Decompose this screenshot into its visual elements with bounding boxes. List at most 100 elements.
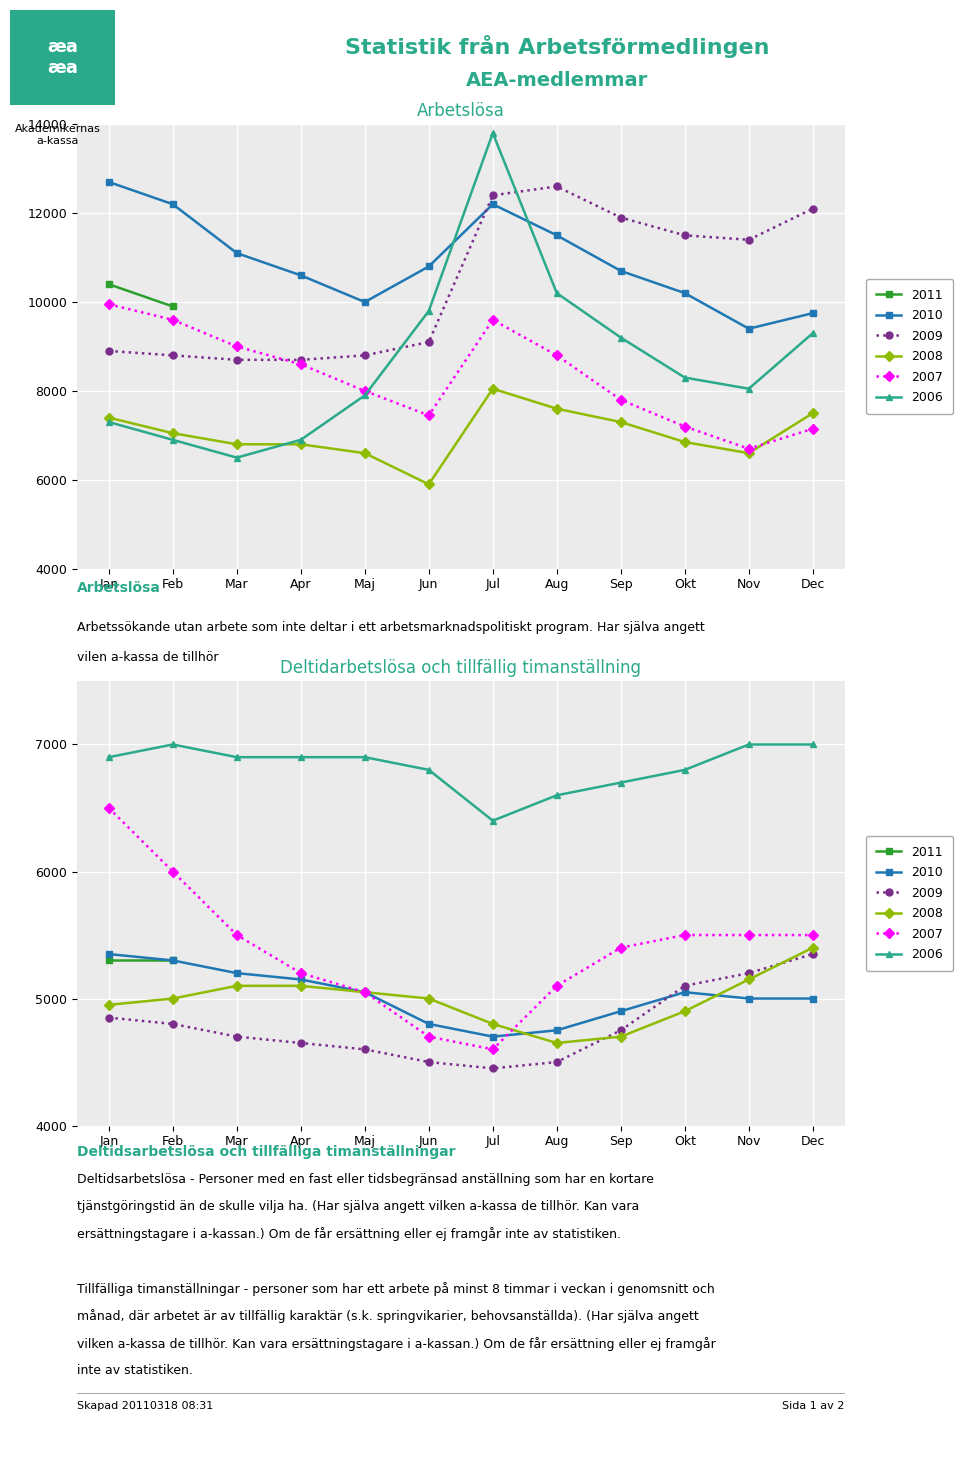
2008 [615, 413, 627, 431]
2009 [743, 964, 755, 982]
2009 [295, 351, 306, 368]
2008 [679, 434, 690, 451]
2010 [359, 294, 371, 311]
Legend: 2011, 2010, 2009, 2008, 2007, 2006: 2011, 2010, 2009, 2008, 2007, 2006 [867, 279, 953, 415]
2010 [295, 266, 306, 283]
2006 [551, 285, 563, 302]
2006 [423, 302, 435, 320]
2006 [231, 449, 243, 466]
2008 [743, 970, 755, 988]
2007 [743, 926, 755, 944]
2009 [423, 1053, 435, 1071]
2007 [743, 440, 755, 457]
Text: inte av statistiken.: inte av statistiken. [77, 1365, 193, 1378]
2007 [231, 337, 243, 355]
2010 [423, 257, 435, 275]
Text: Sida 1 av 2: Sida 1 av 2 [782, 1401, 845, 1411]
2010 [167, 951, 179, 969]
Line: 2010: 2010 [106, 951, 816, 1040]
2010 [231, 964, 243, 982]
2007 [807, 419, 819, 437]
2009 [359, 1040, 371, 1058]
Text: månad, där arbetet är av tillfällig karaktär (s.k. springvikarier, behovsanställ: månad, där arbetet är av tillfällig kara… [77, 1309, 699, 1324]
2011 [103, 951, 114, 969]
2010 [487, 196, 498, 213]
2006 [359, 748, 371, 766]
2006 [487, 124, 498, 142]
2009 [231, 351, 243, 368]
2009 [807, 945, 819, 963]
Line: 2011: 2011 [106, 281, 177, 310]
2006 [551, 786, 563, 804]
Text: AEA-medlemmar: AEA-medlemmar [466, 70, 648, 91]
Line: 2009: 2009 [106, 951, 816, 1072]
2007 [679, 926, 690, 944]
2007 [295, 355, 306, 373]
Text: Statistik från Arbetsförmedlingen: Statistik från Arbetsförmedlingen [345, 35, 769, 58]
2007 [551, 346, 563, 364]
2009 [487, 187, 498, 205]
2010 [743, 320, 755, 337]
Text: tjänstgöringstid än de skulle vilja ha. (Har själva angett vilken a-kassa de til: tjänstgöringstid än de skulle vilja ha. … [77, 1199, 639, 1213]
2007 [359, 983, 371, 1001]
2006 [103, 413, 114, 431]
2009 [551, 178, 563, 196]
2008 [359, 444, 371, 462]
2010 [807, 304, 819, 321]
2010 [423, 1015, 435, 1033]
Text: ersättningstagare i a-kassan.) Om de får ersättning eller ej framgår inte av sta: ersättningstagare i a-kassan.) Om de får… [77, 1227, 621, 1242]
2009 [231, 1029, 243, 1046]
Text: vilen a-kassa de tillhör: vilen a-kassa de tillhör [77, 652, 218, 665]
Text: æа
æa: æа æa [47, 38, 78, 77]
Line: 2009: 2009 [106, 183, 816, 364]
2006 [231, 748, 243, 766]
2011 [103, 276, 114, 294]
2009 [615, 1021, 627, 1039]
2006 [679, 761, 690, 779]
Text: Deltidsarbetslösa och tillfälliga timanställningar: Deltidsarbetslösa och tillfälliga timans… [77, 1145, 455, 1159]
2009 [743, 231, 755, 248]
2007 [103, 295, 114, 313]
2006 [679, 368, 690, 386]
2010 [295, 970, 306, 988]
2009 [103, 1008, 114, 1026]
Title: Deltidarbetslösa och tillfällig timanställning: Deltidarbetslösa och tillfällig timanstä… [280, 659, 641, 676]
Line: 2007: 2007 [106, 301, 816, 453]
Line: 2006: 2006 [106, 741, 816, 824]
2008 [295, 435, 306, 453]
2008 [487, 1015, 498, 1033]
2006 [807, 324, 819, 342]
2008 [551, 1034, 563, 1052]
2007 [423, 1029, 435, 1046]
2009 [551, 1053, 563, 1071]
2008 [103, 409, 114, 427]
2007 [295, 964, 306, 982]
2007 [359, 383, 371, 400]
2009 [167, 346, 179, 364]
2007 [487, 1040, 498, 1058]
2008 [807, 939, 819, 957]
2011 [167, 298, 179, 316]
2006 [743, 736, 755, 754]
2009 [679, 977, 690, 995]
2008 [167, 424, 179, 441]
2006 [743, 380, 755, 397]
Text: vilken a-kassa de tillhör. Kan vara ersättningstagare i a-kassan.) Om de får ers: vilken a-kassa de tillhör. Kan vara ersä… [77, 1337, 715, 1351]
2008 [231, 435, 243, 453]
2007 [615, 392, 627, 409]
2008 [167, 989, 179, 1007]
2006 [295, 748, 306, 766]
2010 [103, 174, 114, 191]
2009 [359, 346, 371, 364]
2008 [359, 983, 371, 1001]
2006 [167, 431, 179, 449]
Line: 2011: 2011 [106, 957, 177, 964]
2008 [487, 380, 498, 397]
2007 [231, 926, 243, 944]
2008 [679, 1002, 690, 1020]
2007 [679, 418, 690, 435]
2010 [551, 226, 563, 244]
Line: 2007: 2007 [106, 805, 816, 1053]
Line: 2008: 2008 [106, 386, 816, 488]
2010 [103, 945, 114, 963]
